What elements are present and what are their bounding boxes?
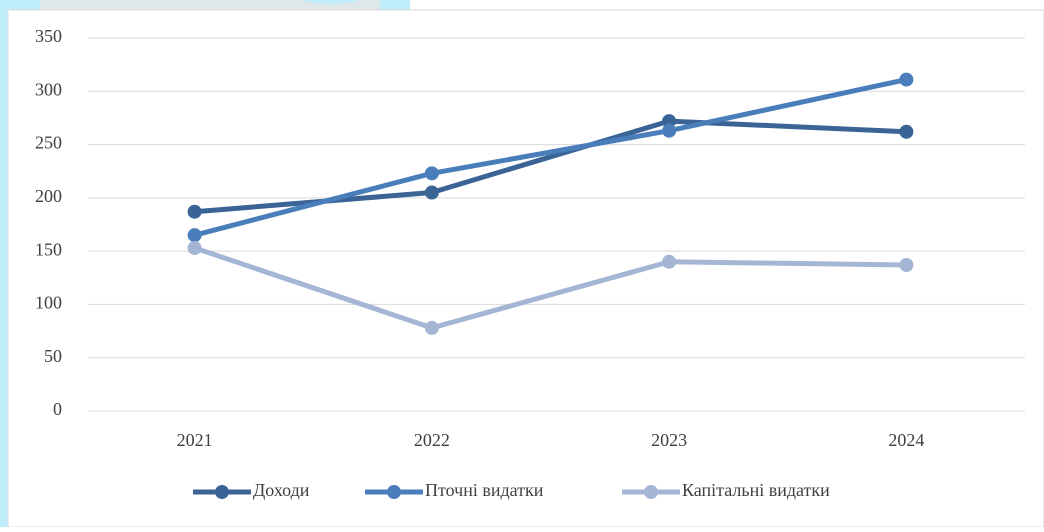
data-point bbox=[188, 228, 202, 242]
chart: 0 50 100 150 200 250 300 350 2021 2022 2023 2024 Дох… bbox=[0, 0, 1044, 527]
data-point bbox=[899, 125, 913, 139]
legend-label: Капітальні видатки bbox=[682, 480, 830, 500]
x-tick-label: 2023 bbox=[651, 430, 687, 450]
data-point bbox=[899, 258, 913, 272]
data-point bbox=[662, 255, 676, 269]
data-point bbox=[425, 321, 439, 335]
data-point bbox=[662, 124, 676, 138]
data-point bbox=[899, 73, 913, 87]
legend-marker bbox=[387, 485, 401, 499]
data-point bbox=[425, 186, 439, 200]
data-point bbox=[425, 166, 439, 180]
y-tick-label: 50 bbox=[44, 346, 62, 366]
y-tick-label: 200 bbox=[35, 186, 62, 206]
x-tick-label: 2021 bbox=[177, 430, 213, 450]
legend-marker bbox=[215, 485, 229, 499]
y-tick-label: 300 bbox=[35, 79, 62, 99]
legend-label: Пточні видатки bbox=[425, 480, 544, 500]
x-tick-label: 2024 bbox=[888, 430, 924, 450]
x-tick-label: 2022 bbox=[414, 430, 450, 450]
y-tick-label: 150 bbox=[35, 239, 62, 259]
y-tick-label: 100 bbox=[35, 293, 62, 313]
legend-marker bbox=[644, 485, 658, 499]
y-tick-label: 0 bbox=[53, 399, 62, 419]
page: 0 50 100 150 200 250 300 350 2021 2022 2023 2024 Дох… bbox=[0, 0, 1044, 527]
data-point bbox=[188, 205, 202, 219]
data-point bbox=[188, 241, 202, 255]
legend-label: Доходи bbox=[253, 480, 310, 500]
y-tick-label: 250 bbox=[35, 133, 62, 153]
y-tick-label: 350 bbox=[35, 26, 62, 46]
